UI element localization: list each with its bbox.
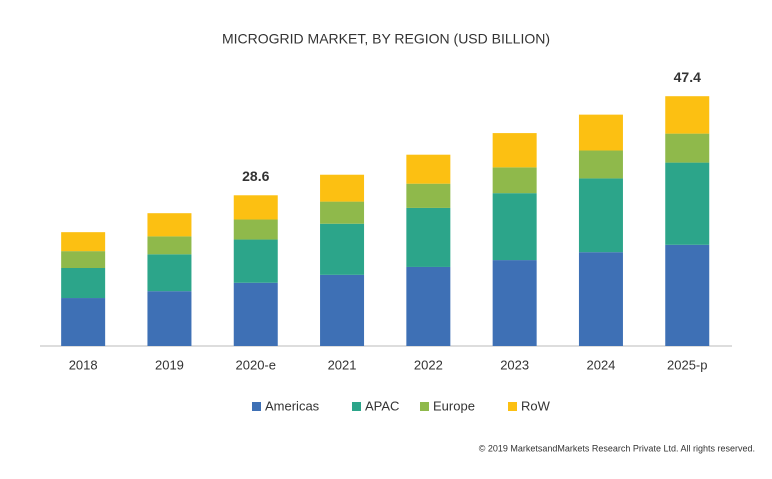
x-tick-label: 2022: [414, 357, 443, 372]
bar-segment: [233, 195, 278, 220]
x-tick-label: 2020-e: [236, 357, 276, 372]
bar-segment: [147, 236, 192, 255]
bar-segment: [406, 266, 451, 346]
bar-segment: [320, 274, 365, 346]
bar-segment: [492, 133, 537, 168]
bar-segment: [406, 183, 451, 208]
bar-segment: [578, 178, 623, 253]
bar-segment: [406, 154, 451, 184]
bar-segment: [61, 251, 106, 269]
legend-label: Americas: [265, 398, 320, 413]
x-tick-label: 2024: [586, 357, 615, 372]
bar-segment: [320, 174, 365, 202]
x-tick-label: 2019: [155, 357, 184, 372]
bar-segment: [233, 239, 278, 283]
bar-segment: [578, 252, 623, 346]
legend-label: RoW: [521, 398, 551, 413]
bar-segment: [492, 167, 537, 194]
bar-segment: [665, 96, 710, 134]
legend-swatch: [508, 402, 517, 411]
legend-swatch: [352, 402, 361, 411]
bar-segment: [147, 254, 192, 292]
legend-label: APAC: [365, 398, 399, 413]
bar-segment: [233, 219, 278, 240]
chart-title: MICROGRID MARKET, BY REGION (USD BILLION…: [222, 31, 550, 47]
bar-segment: [147, 213, 192, 237]
bar-segment: [665, 244, 710, 346]
x-tick-label: 2018: [69, 357, 98, 372]
total-label: 28.6: [242, 168, 269, 184]
bar-segment: [61, 268, 106, 299]
total-label: 47.4: [674, 69, 701, 85]
bar-segment: [665, 133, 710, 163]
bar-segment: [578, 114, 623, 151]
legend-swatch: [252, 402, 261, 411]
bar-segment: [320, 223, 365, 275]
bar-segment: [492, 260, 537, 346]
x-tick-label: 2023: [500, 357, 529, 372]
x-tick-label: 2025-p: [667, 357, 707, 372]
bar-segment: [492, 193, 537, 261]
bar-segment: [61, 232, 106, 252]
bar-segment: [233, 282, 278, 346]
bar-segment: [320, 201, 365, 224]
bar-segment: [665, 162, 710, 245]
bar-segment: [61, 298, 106, 346]
copyright: © 2019 MarketsandMarkets Research Privat…: [479, 443, 755, 453]
legend-swatch: [420, 402, 429, 411]
legend-label: Europe: [433, 398, 475, 413]
x-tick-label: 2021: [328, 357, 357, 372]
bar-segment: [147, 291, 192, 346]
bar-segment: [406, 207, 451, 267]
bar-segment: [578, 150, 623, 179]
